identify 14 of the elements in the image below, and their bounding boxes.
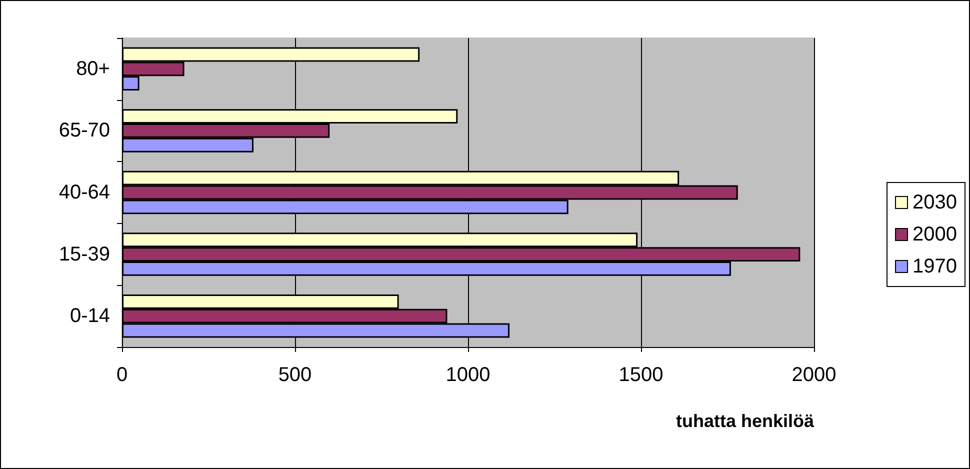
x-tick-label: 2000	[792, 364, 836, 386]
legend-label: 2030	[912, 192, 958, 214]
y-tick-label: 15-39	[58, 243, 110, 266]
x-tick-label: 0	[116, 364, 128, 386]
y-tick-label: 0-14	[70, 305, 110, 328]
legend-label: 1970	[912, 256, 958, 278]
legend-label: 2000	[912, 224, 958, 246]
y-tick-label: 40-64	[58, 182, 110, 204]
x-tick-label: 500	[278, 364, 312, 386]
y-tick-label: 80+	[76, 58, 110, 80]
x-axis-title: tuhatta henkilöä	[676, 411, 815, 431]
y-tick-label: 65-70	[58, 120, 110, 142]
x-tick-label: 1000	[446, 364, 490, 386]
x-tick-label: 1500	[618, 364, 664, 386]
